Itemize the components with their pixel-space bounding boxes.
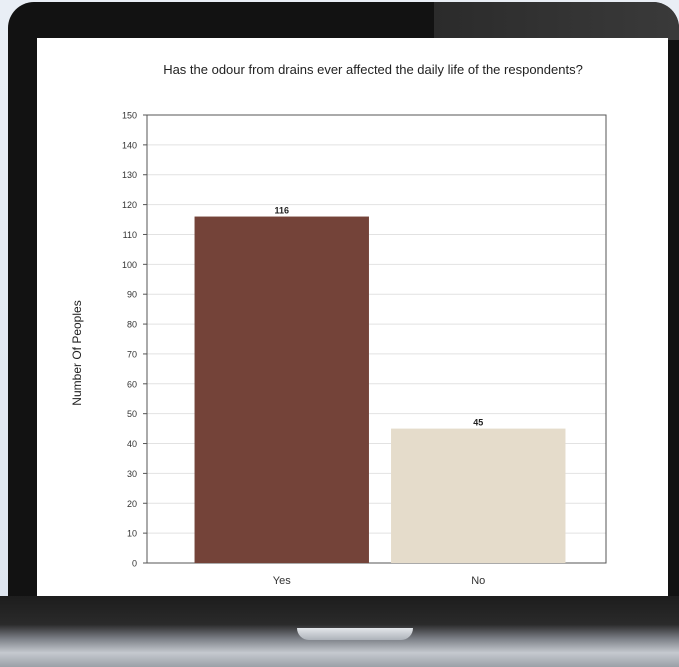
- y-tick-label: 20: [127, 499, 137, 509]
- y-ticks: 0 10 20 30 40 50 60 70 80 90 100 110 120 130 140 150: [122, 111, 147, 569]
- bar-yes: [194, 216, 369, 563]
- laptop-notch: [297, 628, 413, 640]
- y-tick-label: 100: [122, 260, 137, 270]
- y-tick-label: 80: [127, 320, 137, 330]
- y-tick-label: 150: [122, 111, 137, 121]
- y-tick-label: 130: [122, 170, 137, 180]
- y-tick-label: 10: [127, 529, 137, 539]
- y-tick-label: 90: [127, 290, 137, 300]
- y-tick-label: 140: [122, 140, 137, 150]
- x-tick-label-no: No: [471, 575, 485, 587]
- y-tick-label: 110: [123, 230, 137, 240]
- bar-chart: Has the odour from drains ever affected …: [70, 62, 607, 587]
- chart-title: Has the odour from drains ever affected …: [163, 62, 583, 77]
- y-tick-label: 40: [127, 439, 137, 449]
- x-tick-label-yes: Yes: [273, 575, 291, 587]
- y-tick-label: 50: [127, 409, 137, 419]
- bezel-glare: [434, 2, 679, 40]
- data-label-yes: 116: [274, 206, 289, 216]
- laptop-screen: Has the odour from drains ever affected …: [37, 38, 668, 596]
- y-tick-label: 30: [127, 469, 137, 479]
- y-tick-label: 60: [127, 379, 137, 389]
- y-tick-label: 120: [122, 200, 137, 210]
- y-axis-label: Number Of Peoples: [70, 300, 84, 405]
- bar-no: [391, 428, 566, 563]
- y-tick-label: 70: [127, 349, 137, 359]
- y-tick-label: 0: [132, 559, 137, 569]
- data-label-no: 45: [473, 418, 483, 428]
- bars: 116 45: [194, 206, 566, 563]
- x-tick-labels: Yes No: [273, 575, 486, 587]
- plot-area-frame: [146, 114, 607, 564]
